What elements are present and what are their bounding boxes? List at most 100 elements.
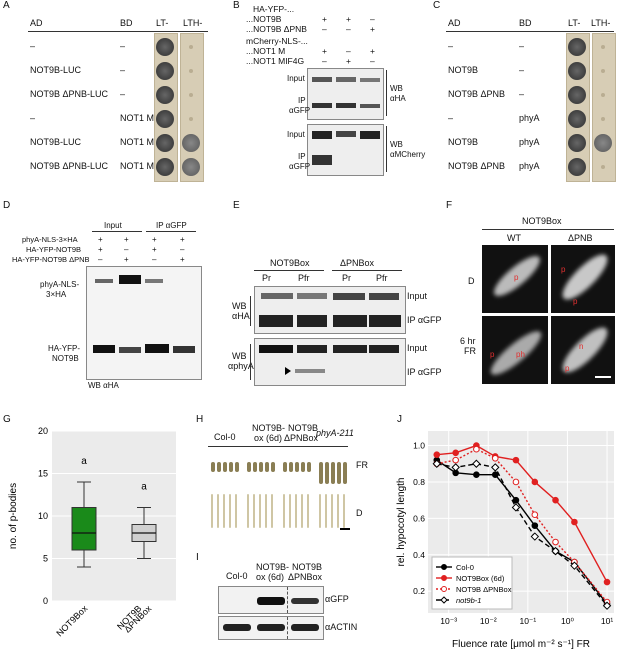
j-legend-marker (441, 586, 447, 592)
j-ytick: 0.8 (413, 477, 425, 487)
f-fr2: FR (464, 346, 476, 356)
j-point (602, 601, 612, 610)
b-aha: αHA (390, 94, 406, 103)
i-agfp: αGFP (325, 594, 349, 604)
panel-letter-g: G (3, 414, 11, 425)
a-col-lt: LT- (156, 18, 169, 28)
a-spot-lt (156, 134, 174, 152)
d-r1: phyA-NLS-3×HA (22, 235, 78, 244)
panel-letter-j: J (397, 414, 402, 425)
c-spot-lt (568, 158, 586, 176)
a-row-bd: NOT1 M (120, 161, 155, 171)
j-xtick: 10⁻³ (440, 616, 457, 626)
c-spot-lth (601, 93, 605, 97)
c-row-ad: NOT9B ΔPNB (448, 89, 506, 99)
c-spot-lth (601, 45, 605, 49)
d-sign: + (180, 255, 185, 264)
d-band1a: phyA-NLS- (40, 280, 80, 289)
h-seedling (337, 462, 341, 484)
j-ytick: 1.0 (413, 441, 425, 451)
b-blot-ha (307, 68, 384, 120)
a-spot-lth (189, 69, 193, 73)
j-ytick: 0.2 (413, 586, 425, 596)
c-row-ad: – (448, 41, 454, 51)
a-row-bd: – (120, 65, 126, 75)
h-seedling (343, 462, 347, 484)
d-sign: + (152, 235, 157, 244)
c-col-ad: AD (448, 18, 461, 28)
j-legend-marker (441, 564, 447, 570)
d-sign: – (152, 255, 157, 264)
d-sign: + (124, 255, 129, 264)
g-ytick: 0 (43, 596, 48, 606)
h-seedling (247, 494, 249, 528)
h-seedling (307, 462, 311, 472)
h-seedling (259, 494, 261, 528)
j-point (530, 532, 540, 541)
j-legend-marker (441, 575, 447, 581)
b-input1: Input (287, 74, 305, 83)
h-seedling (289, 462, 293, 472)
a-row-ad: NOT9B ΔPNB-LUC (30, 161, 109, 171)
c-spot-lth (601, 165, 605, 169)
j-point (552, 538, 559, 546)
f-img-dpnb-d: p p (551, 245, 615, 313)
h-seedling (295, 462, 299, 472)
g-box (71, 507, 97, 551)
d-wb: WB αHA (88, 381, 119, 390)
c-spot-lt (568, 134, 586, 152)
j-point (473, 445, 480, 453)
h-seedling (223, 462, 227, 472)
panel-letter-d: D (3, 200, 11, 211)
i-aactin: αACTIN (325, 622, 358, 632)
h-seedling (247, 462, 251, 472)
j-legend-label: NOT9Box (6d) (456, 574, 505, 583)
a-row-ad: NOT9B ΔPNB-LUC (30, 89, 109, 99)
b-hdr5: ...NOT1 M (246, 46, 286, 56)
i-c2b: ox (6d) (256, 572, 285, 582)
j-legend-marker (440, 596, 448, 604)
f-d: D (468, 276, 475, 286)
j-legend-label: NOT9B ΔPNBox (456, 585, 512, 594)
j-point (452, 456, 459, 464)
j-xlabel: Fluence rate [μmol m⁻² s⁻¹] FR (452, 639, 590, 650)
c-col-bd: BD (519, 18, 532, 28)
j-point (603, 578, 611, 586)
c-spot-lt (568, 86, 586, 104)
j-point (531, 511, 539, 519)
c-spot-lth (601, 69, 605, 73)
j-point (571, 518, 578, 526)
e-blot-phya (254, 338, 406, 386)
e-pfr2: Pfr (376, 273, 388, 283)
h-fr: FR (356, 460, 368, 470)
h-seedling (217, 494, 219, 528)
c-row-ad: – (448, 113, 454, 123)
d-sign: – (124, 245, 129, 254)
g-ytick: 15 (38, 469, 48, 479)
b-s5c: + (370, 46, 375, 56)
h-seedling (253, 462, 257, 472)
h-seedling (289, 494, 291, 528)
g-ylabel: no. of p-bodies (8, 483, 19, 549)
j-point (432, 459, 441, 468)
panel-letter-a: A (3, 0, 10, 11)
h-seedling (319, 462, 323, 484)
panel-letter-i: I (196, 552, 199, 563)
i-c3a: NOT9B (292, 562, 323, 572)
a-spot-lt (156, 62, 174, 80)
b-agfp2: αGFP (289, 162, 311, 171)
c-spot-lth (594, 134, 612, 152)
f-img-wt-d: p (482, 245, 548, 313)
a-row-ad: – (30, 41, 36, 51)
j-point (491, 463, 500, 472)
h-seedling (325, 494, 327, 528)
b-s2a: + (322, 14, 327, 24)
h-seedling (265, 462, 269, 472)
a-spot-lt (156, 38, 174, 56)
d-sign: + (98, 245, 103, 254)
b-s6a: – (322, 56, 327, 66)
h-seedling (235, 494, 237, 528)
f-img-wt-fr: p ph (482, 316, 548, 384)
g-ytick: 5 (43, 554, 48, 564)
g-sig-letter: a (141, 482, 147, 493)
